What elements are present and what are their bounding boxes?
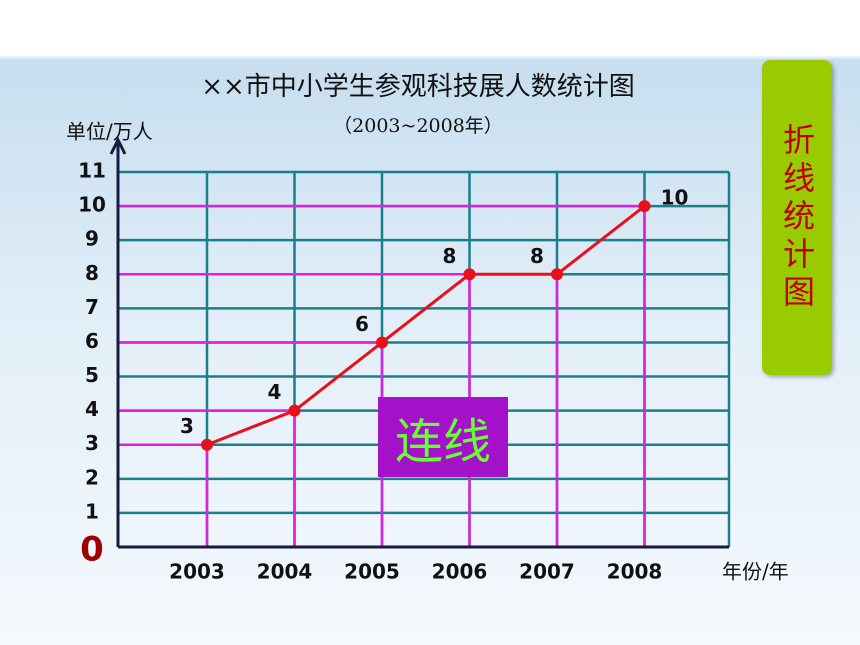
data-line [206, 204, 646, 447]
x-tick-label: 2007 [519, 560, 575, 584]
banner-text: 折线统计图 [778, 122, 816, 313]
data-point [551, 268, 563, 281]
y-tick-label: 2 [85, 465, 99, 489]
data-label: 3 [180, 414, 194, 438]
chart-subtitle: （2003~2008年） [333, 115, 503, 137]
y-tick-label: 8 [85, 261, 99, 285]
x-axis-label: 年份/年 [722, 560, 789, 584]
y-tick-label: 5 [85, 363, 99, 387]
label-box: 连线 [378, 397, 508, 477]
data-label: 6 [355, 312, 369, 336]
x-tick-label: 2003 [169, 560, 225, 584]
data-label: 10 [661, 186, 689, 210]
data-label: 4 [268, 380, 282, 404]
data-point [638, 200, 651, 213]
y-tick-label: 10 [78, 193, 106, 217]
banner: 折线统计图 [762, 60, 832, 375]
y-axis-arrow [109, 136, 127, 155]
x-tick-label: 2005 [344, 560, 400, 584]
y-tick-label: 0 [80, 530, 104, 570]
y-tick-label: 7 [85, 295, 99, 319]
y-tick-label: 1 [85, 499, 99, 523]
data-label: 8 [530, 244, 544, 268]
box-text: 连线 [394, 414, 491, 470]
data-label: 8 [443, 244, 457, 268]
y-tick-label: 9 [85, 227, 99, 251]
data-point [201, 438, 213, 451]
y-axis-label: 单位/万人 [66, 120, 153, 144]
data-point [288, 404, 301, 417]
data-point [376, 336, 388, 349]
y-tick-label: 3 [85, 431, 99, 455]
y-tick-label: 6 [85, 329, 99, 353]
data-point [463, 268, 476, 281]
x-tick-label: 2004 [257, 560, 313, 584]
x-tick-label: 2008 [607, 560, 663, 584]
chart-title: ××市中小学生参观科技展人数统计图 [201, 72, 635, 102]
y-tick-label: 11 [78, 159, 106, 183]
y-tick-label: 4 [85, 397, 99, 421]
x-tick-label: 2006 [432, 560, 488, 584]
